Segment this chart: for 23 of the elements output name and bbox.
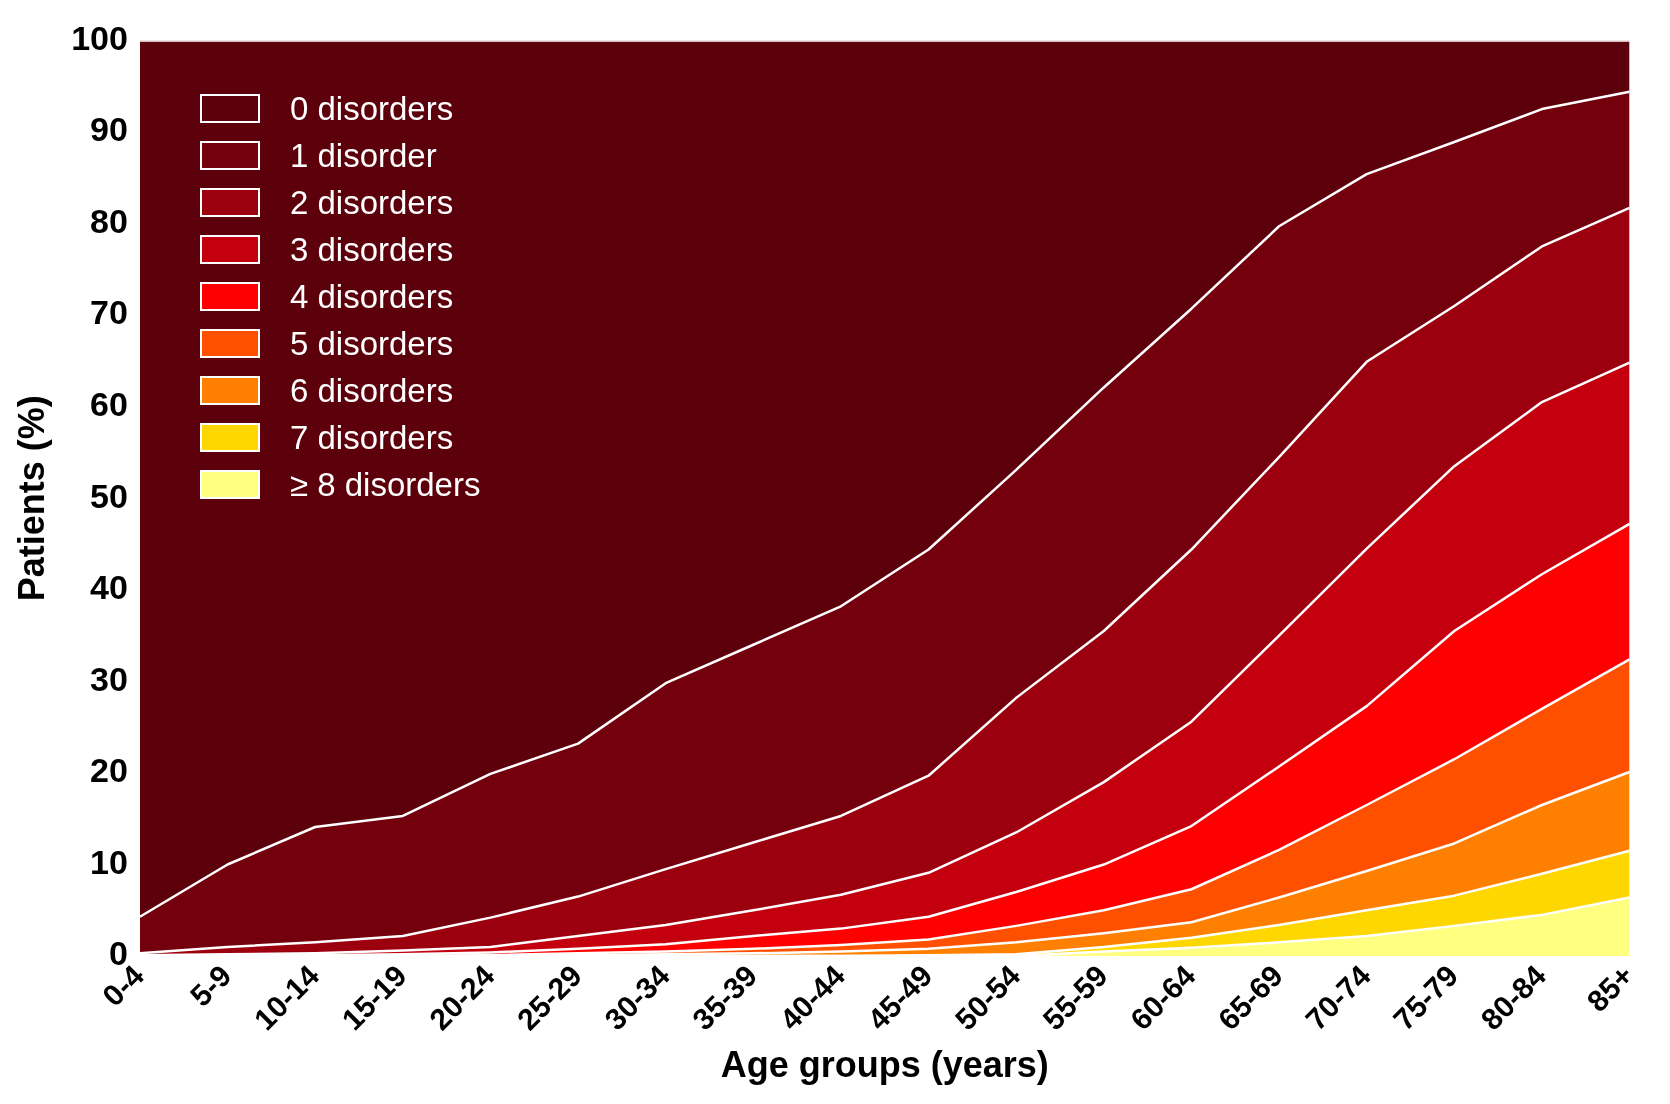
y-tick-label: 10 xyxy=(90,842,128,881)
x-axis-title: Age groups (years) xyxy=(720,1044,1049,1086)
legend-label: 7 disorders xyxy=(289,418,454,457)
legend-label: 3 disorders xyxy=(289,230,454,269)
legend-label: 4 disorders xyxy=(289,277,454,316)
legend-label: 1 disorder xyxy=(289,136,437,175)
legend-label: 5 disorders xyxy=(289,324,454,363)
legend-label: ≥ 8 disorders xyxy=(289,465,481,504)
y-tick-label: 70 xyxy=(90,293,128,332)
y-tick-label: 100 xyxy=(71,18,128,57)
x-tick-label: 85+ xyxy=(1580,958,1640,1018)
y-tick-label: 50 xyxy=(90,476,128,515)
legend-label: 2 disorders xyxy=(289,183,454,222)
y-tick-label: 60 xyxy=(90,385,128,424)
y-tick-label: 90 xyxy=(90,110,128,149)
y-axis-title: Patients (%) xyxy=(10,395,52,602)
y-tick-label: 40 xyxy=(90,568,128,607)
legend-label: 6 disorders xyxy=(289,371,454,410)
y-tick-label: 30 xyxy=(90,659,128,698)
y-tick-label: 80 xyxy=(90,201,128,240)
x-tick-label: 5-9 xyxy=(183,958,238,1013)
legend-label: 0 disorders xyxy=(289,89,454,128)
y-tick-label: 20 xyxy=(90,751,128,790)
